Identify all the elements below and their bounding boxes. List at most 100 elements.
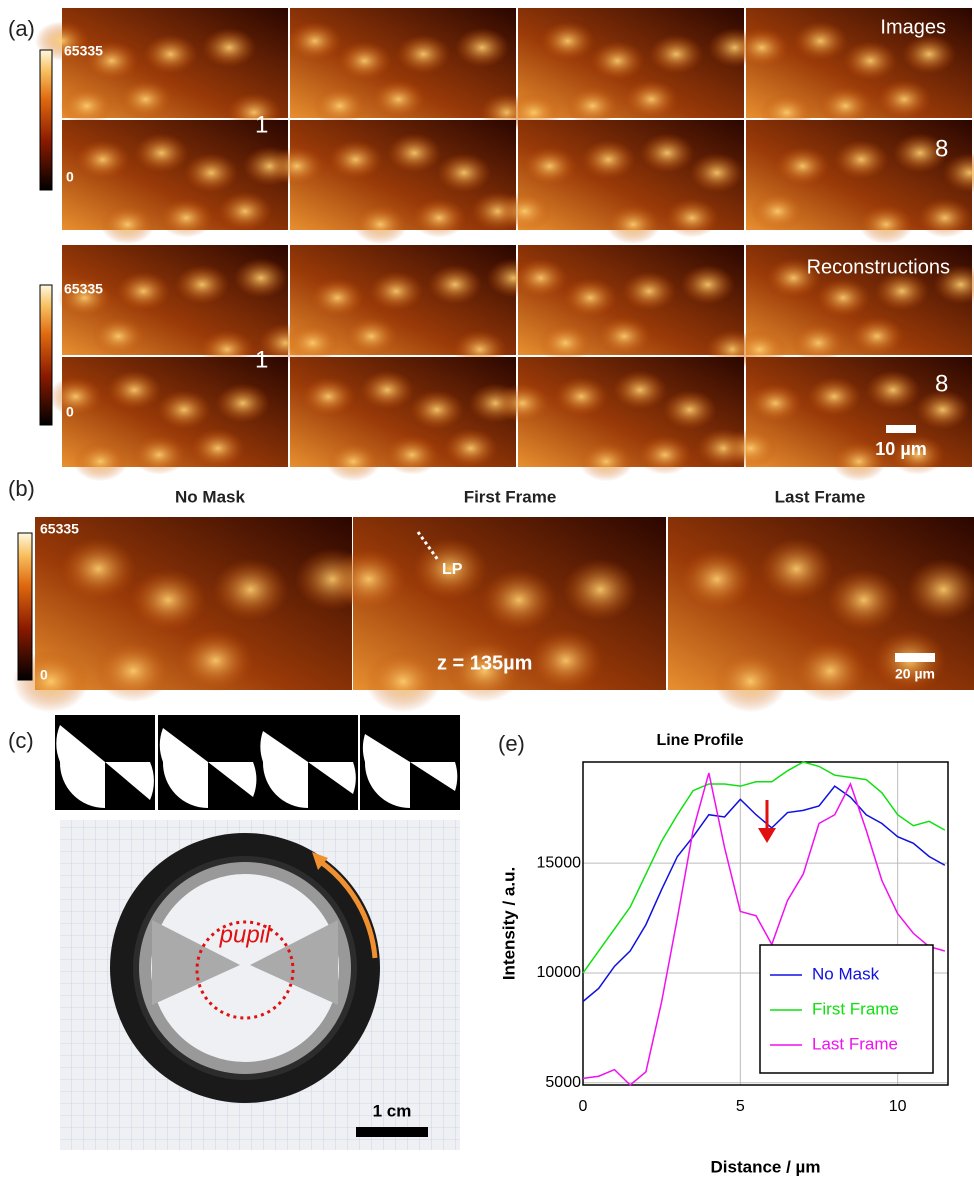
micrograph-feature: [877, 80, 931, 120]
colorbar: [40, 50, 52, 190]
micrograph-feature: [60, 86, 114, 126]
label: No Mask: [175, 487, 245, 506]
micrograph-feature: [444, 429, 498, 469]
label: 8: [935, 135, 948, 162]
micrograph-feature: [748, 383, 802, 423]
micrograph-feature: [396, 34, 450, 74]
micrograph-feature: [866, 370, 920, 410]
micrograph-feature: [428, 265, 482, 305]
y-axis-label: Intensity / a.u.: [499, 867, 518, 980]
label: 65335: [64, 43, 103, 59]
label: 1 cm: [373, 1101, 412, 1120]
legend-label: First Frame: [812, 999, 899, 1018]
label: 0: [66, 404, 74, 420]
micrograph-feature: [387, 133, 441, 173]
label: pupil: [219, 921, 271, 948]
micrograph-feature: [366, 650, 441, 712]
annotation-arrowhead: [758, 828, 776, 843]
micrograph-feature: [159, 198, 213, 238]
micrograph-feature: [48, 377, 102, 417]
micrograph-feature: [95, 640, 171, 702]
micrograph-feature: [175, 265, 229, 305]
series-line: [583, 762, 945, 973]
label: 20 µm: [895, 666, 935, 682]
micrograph-feature: [100, 205, 154, 245]
micrograph-feature: [353, 205, 407, 245]
micrograph-feature: [638, 435, 692, 475]
scalebar: [886, 425, 916, 433]
label: LP: [442, 561, 463, 578]
micrograph-feature: [326, 442, 380, 482]
micrograph-feature: [523, 146, 577, 186]
micrograph-feature: [622, 271, 676, 311]
micrograph-feature: [498, 192, 552, 232]
label: Line Profile: [656, 732, 743, 749]
label: Reconstructions: [807, 256, 950, 278]
micrograph-feature: [665, 198, 719, 238]
micrograph-feature: [481, 569, 556, 631]
label: 65335: [64, 281, 103, 297]
micrograph-feature: [680, 548, 753, 610]
micrograph-feature: [528, 629, 603, 691]
label: 8: [935, 370, 948, 397]
label: (a): [8, 16, 35, 41]
micrograph-feature: [624, 80, 678, 120]
legend-label: No Mask: [812, 964, 880, 983]
figure: (a)6533501865335018ImagesReconstructions…: [0, 0, 974, 1187]
micrograph-feature: [827, 569, 900, 631]
micrograph-feature: [60, 538, 136, 600]
x-tick-label: 0: [579, 1098, 588, 1115]
micrograph-feature: [735, 28, 789, 68]
micrograph-feature: [850, 317, 904, 357]
micrograph-feature: [412, 198, 466, 238]
micrograph-feature: [902, 34, 956, 74]
micrograph-feature: [313, 86, 367, 126]
label: Images: [880, 16, 946, 38]
micrograph-feature: [818, 86, 872, 126]
micrograph-feature: [202, 28, 256, 68]
label: (c): [8, 728, 34, 753]
micrograph-feature: [118, 80, 172, 120]
colorbar: [18, 533, 32, 680]
micrograph-feature: [143, 34, 197, 74]
micrograph-feature: [344, 317, 398, 357]
micrograph-feature: [807, 377, 861, 417]
label: Last Frame: [775, 487, 866, 506]
micrograph-feature: [640, 133, 694, 173]
micrograph-feature: [91, 317, 145, 357]
y-tick-label: 5000: [545, 1074, 581, 1091]
label: (b): [8, 476, 35, 501]
micrograph-feature: [538, 323, 592, 363]
micrograph-feature: [116, 271, 170, 311]
micrograph-feature: [793, 21, 847, 61]
micrograph-feature: [613, 370, 667, 410]
micrograph-feature: [157, 390, 211, 430]
micrograph-feature: [723, 429, 777, 469]
colorbar: [40, 285, 52, 425]
micrograph-feature: [234, 258, 288, 298]
micrograph-feature: [816, 278, 870, 318]
micrograph-feature: [513, 258, 567, 298]
micrograph-feature: [579, 442, 633, 482]
x-tick-label: 10: [889, 1098, 907, 1115]
micrograph-feature: [328, 140, 382, 180]
label: (e): [498, 731, 525, 756]
micrograph-feature: [437, 153, 491, 193]
micrograph-feature: [310, 278, 364, 318]
micrograph-feature: [288, 21, 342, 61]
micrograph-feature: [843, 41, 897, 81]
label: 10 µm: [875, 439, 926, 459]
scalebar: [895, 653, 935, 662]
micrograph-feature: [663, 390, 717, 430]
micrograph-feature: [107, 370, 161, 410]
micrograph-feature: [775, 146, 829, 186]
micrograph-feature: [132, 435, 186, 475]
micrograph-feature: [455, 28, 509, 68]
micrograph-feature: [76, 140, 130, 180]
micrograph-feature: [541, 21, 595, 61]
micrograph-feature: [301, 377, 355, 417]
micrograph-feature: [649, 34, 703, 74]
micrograph-feature: [554, 377, 608, 417]
label: z = 135µm: [437, 652, 532, 674]
micrograph-feature: [793, 640, 866, 702]
